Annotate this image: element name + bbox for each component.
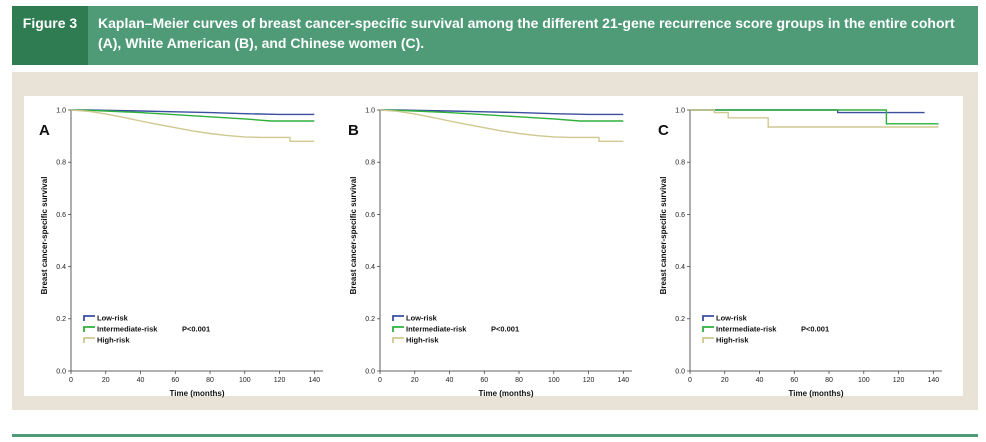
panel-c-x-tick-label: 140 (927, 377, 939, 384)
panel-a-legend-label: Intermediate-risk (97, 325, 158, 334)
figure-label: Figure 3 (12, 6, 88, 65)
panel-b-y-tick-label: 1.0 (365, 107, 375, 114)
panel-c-legend-swatch (702, 326, 714, 332)
panel-c-legend-swatch (702, 315, 714, 321)
panel-a-x-tick-label: 100 (239, 377, 251, 384)
panel-b-y-tick-label: 0.0 (365, 368, 375, 375)
panel-c-x-tick-label: 120 (893, 377, 905, 384)
panel-c-y-tick-label: 0.4 (675, 264, 685, 271)
panel-b-y-tick-label: 0.4 (365, 264, 375, 271)
panel-c-x-tick-label: 100 (858, 377, 870, 384)
panel-c-letter: C (658, 122, 669, 139)
panel-b-x-axis-label: Time (months) (479, 389, 534, 398)
panel-b-legend-swatch (392, 326, 404, 332)
panel-a-y-tick-label: 0.6 (56, 212, 66, 219)
panel-b-legend-label: High-risk (406, 336, 439, 345)
panel-a-y-tick-label: 0.8 (56, 160, 66, 167)
panel-a-p-value: P<0.001 (182, 325, 210, 334)
panel-a-letter: A (39, 122, 50, 139)
panel-c-x-tick-label: 0 (688, 377, 692, 384)
panel-c-x-tick-label: 80 (825, 377, 833, 384)
bottom-rule (12, 434, 978, 437)
panel-a-x-tick-label: 60 (171, 377, 179, 384)
panel-a-y-tick-label: 1.0 (56, 107, 66, 114)
figure-header: Figure 3 Kaplan–Meier curves of breast c… (12, 6, 978, 65)
panel-b-x-tick-label: 100 (548, 377, 560, 384)
panel-a-y-tick-label: 0.4 (56, 264, 66, 271)
panel-a-x-axis-label: Time (months) (170, 389, 225, 398)
panel-c-y-tick-label: 0.6 (675, 212, 685, 219)
panel-c-legend-label: High-risk (716, 336, 749, 345)
panel-c-series-high-risk (690, 109, 939, 128)
panel-c-p-value: P<0.001 (801, 325, 829, 334)
panel-b-y-tick-label: 0.2 (365, 316, 375, 323)
panel-c-legend-swatch (702, 337, 714, 343)
panel-a-series-high-risk (70, 109, 315, 142)
panel-b-x-tick-label: 140 (617, 377, 629, 384)
panel-b-series-high-risk (379, 109, 624, 142)
panel-a-y-axis-label: Breast cancer-specific survival (40, 177, 49, 295)
panel-c-y-axis-label: Breast cancer-specific survival (659, 177, 668, 295)
panel-c-legend-label: Low-risk (716, 314, 748, 323)
panel-a-legend-swatch (83, 337, 95, 343)
panel-b-y-axis-label: Breast cancer-specific survival (349, 177, 358, 295)
panel-c-series-intermediate-risk (690, 109, 939, 125)
panel-c-legend-label: Intermediate-risk (716, 325, 777, 334)
panel-a-x-tick-label: 80 (206, 377, 214, 384)
panel-c-y-tick-label: 0.8 (675, 160, 685, 167)
panel-c-y-tick-label: 1.0 (675, 107, 685, 114)
panel-b-y-tick-label: 0.6 (365, 212, 375, 219)
panel-b-legend-swatch (392, 337, 404, 343)
panel-a-series-intermediate-risk (70, 109, 315, 122)
panel-c-x-tick-label: 20 (721, 377, 729, 384)
panel-b-y-tick-label: 0.8 (365, 160, 375, 167)
panel-c-x-tick-label: 40 (756, 377, 764, 384)
panel-b-x-tick-label: 120 (583, 377, 595, 384)
panel-b-p-value: P<0.001 (491, 325, 519, 334)
panel-a-legend-swatch (83, 326, 95, 332)
panel-c-y-tick-label: 0.0 (675, 368, 685, 375)
panel-a-x-tick-label: 0 (69, 377, 73, 384)
panel-b-x-tick-label: 0 (378, 377, 382, 384)
panel-b-x-tick-label: 20 (411, 377, 419, 384)
panel-a-x-tick-label: 120 (274, 377, 286, 384)
panel-a-legend-label: High-risk (97, 336, 130, 345)
panel-b-x-tick-label: 40 (446, 377, 454, 384)
panel-a-x-tick-label: 140 (308, 377, 320, 384)
panel-b-letter: B (348, 122, 359, 139)
panel-b-x-tick-label: 80 (515, 377, 523, 384)
panel-c-x-tick-label: 60 (790, 377, 798, 384)
panel-a-x-tick-label: 40 (137, 377, 145, 384)
panel-a-legend-label: Low-risk (97, 314, 129, 323)
panel-a-y-tick-label: 0.0 (56, 368, 66, 375)
panel-b-x-tick-label: 60 (480, 377, 488, 384)
figure-title: Kaplan–Meier curves of breast cancer-spe… (98, 15, 955, 51)
panel-c-y-tick-label: 0.2 (675, 316, 685, 323)
panel-a-x-tick-label: 20 (102, 377, 110, 384)
panel-b-legend-label: Intermediate-risk (406, 325, 467, 334)
panel-a-y-tick-label: 0.2 (56, 316, 66, 323)
panel-a-legend-swatch (83, 315, 95, 321)
panel-c-x-axis-label: Time (months) (789, 389, 844, 398)
panel-b-series-intermediate-risk (379, 109, 624, 122)
panel-b-legend-label: Low-risk (406, 314, 438, 323)
figure-canvas (24, 96, 963, 396)
panel-b-legend-swatch (392, 315, 404, 321)
